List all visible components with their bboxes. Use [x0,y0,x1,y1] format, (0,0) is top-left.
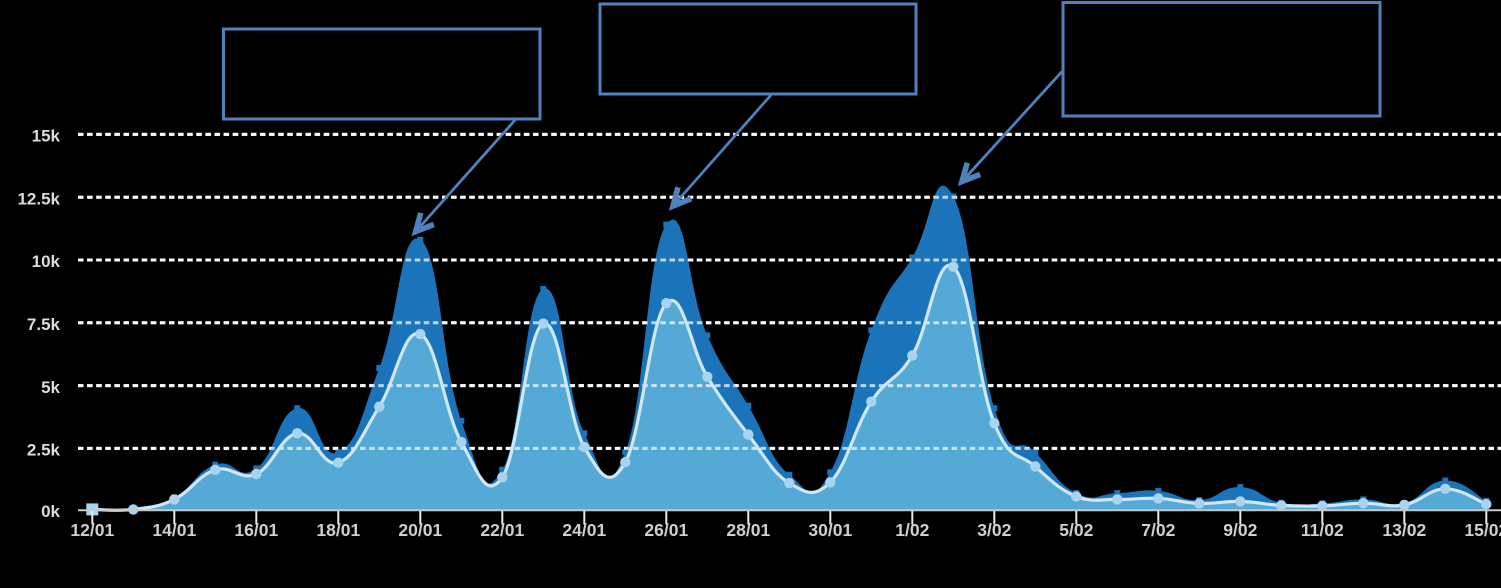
svg-text:7.5k: 7.5k [27,315,61,334]
svg-text:18/01: 18/01 [316,520,360,540]
svg-text:30/01: 30/01 [808,520,852,540]
svg-text:26/01: 26/01 [644,520,688,540]
svg-text:0k: 0k [41,502,60,521]
svg-text:1/02: 1/02 [895,520,929,540]
svg-text:24/01: 24/01 [562,520,606,540]
svg-text:15/02: 15/02 [1464,520,1501,540]
svg-text:5k: 5k [41,378,60,397]
svg-text:15k: 15k [32,127,61,146]
svg-text:5/02: 5/02 [1059,520,1093,540]
svg-text:16/01: 16/01 [234,520,278,540]
svg-text:12/01: 12/01 [70,520,114,540]
svg-text:9/02: 9/02 [1223,520,1257,540]
svg-text:14/01: 14/01 [152,520,196,540]
svg-text:3/02: 3/02 [977,520,1011,540]
svg-text:12.5k: 12.5k [17,189,60,208]
svg-text:11/02: 11/02 [1301,520,1344,540]
svg-text:7/02: 7/02 [1141,520,1175,540]
svg-text:10k: 10k [32,252,61,271]
svg-text:22/01: 22/01 [480,520,524,540]
svg-text:28/01: 28/01 [726,520,770,540]
svg-text:2.5k: 2.5k [27,441,61,460]
svg-text:13/02: 13/02 [1382,520,1426,540]
svg-text:20/01: 20/01 [398,520,442,540]
